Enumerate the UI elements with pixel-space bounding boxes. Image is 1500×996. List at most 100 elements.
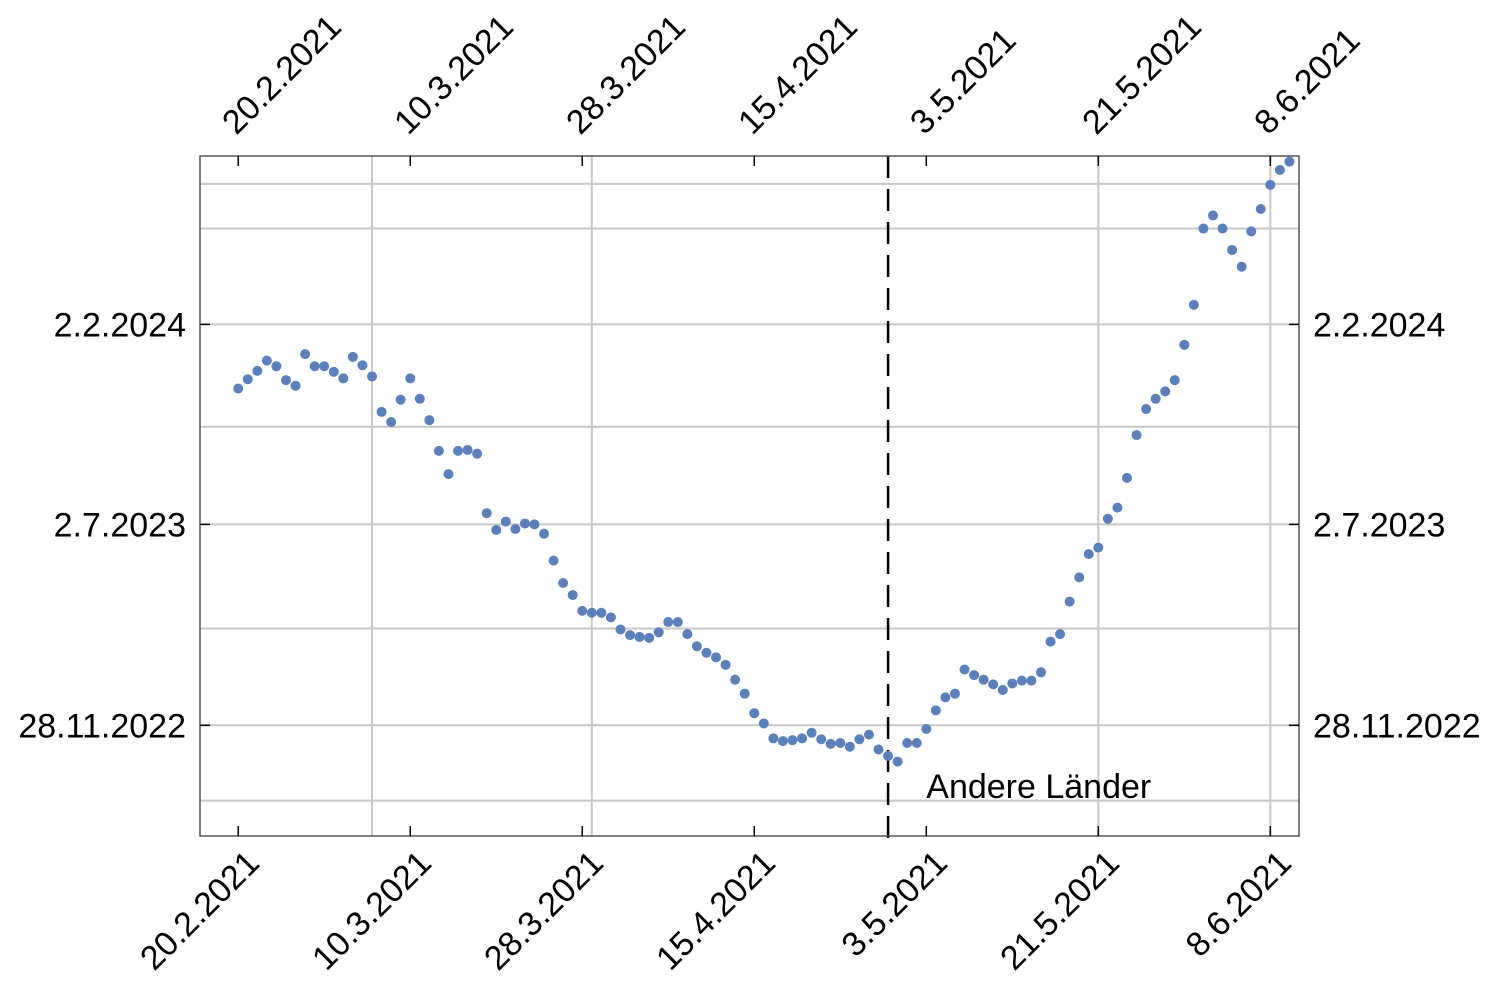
data-point-0-62 xyxy=(825,738,836,749)
data-point-0-92 xyxy=(1112,502,1123,513)
y-tick-label-right-0: 28.11.2022 xyxy=(1313,707,1481,745)
data-point-0-0 xyxy=(233,383,244,394)
data-point-0-73 xyxy=(930,705,941,716)
data-point-0-45 xyxy=(663,617,674,628)
data-point-0-8 xyxy=(309,361,320,372)
data-point-0-76 xyxy=(959,664,970,675)
data-point-0-19 xyxy=(414,393,425,404)
data-point-0-33 xyxy=(548,555,559,566)
data-point-0-68 xyxy=(883,751,894,761)
data-point-0-52 xyxy=(730,674,741,685)
data-point-0-50 xyxy=(711,652,722,663)
data-point-0-104 xyxy=(1227,244,1238,255)
data-point-0-58 xyxy=(787,735,798,746)
data-point-0-90 xyxy=(1093,542,1104,553)
data-point-0-94 xyxy=(1131,430,1142,441)
x-tick-label-top-6: 8.6.2021 xyxy=(1247,21,1367,141)
data-point-0-67 xyxy=(873,744,884,755)
x-tick-label-top-4: 3.5.2021 xyxy=(903,21,1023,141)
data-point-0-102 xyxy=(1207,210,1218,221)
data-point-0-79 xyxy=(988,679,999,690)
y-tick-label-left-0: 28.11.2022 xyxy=(18,707,186,745)
data-point-0-109 xyxy=(1274,164,1285,175)
data-point-0-37 xyxy=(586,607,597,618)
data-point-0-26 xyxy=(481,508,492,519)
data-point-0-6 xyxy=(290,380,301,391)
data-point-0-82 xyxy=(1016,675,1027,686)
data-point-0-103 xyxy=(1217,223,1228,234)
data-point-0-16 xyxy=(386,417,397,428)
data-point-0-47 xyxy=(682,629,693,640)
data-point-0-10 xyxy=(328,366,339,377)
data-point-0-64 xyxy=(844,741,855,752)
data-point-0-84 xyxy=(1035,667,1046,678)
plot-frame xyxy=(199,155,1300,837)
data-point-0-40 xyxy=(615,624,626,635)
data-point-0-55 xyxy=(758,718,769,729)
x-tick-label-top-1: 10.3.2021 xyxy=(387,8,521,142)
y-tick-label-left-1: 2.7.2023 xyxy=(54,506,186,544)
data-point-0-7 xyxy=(300,349,311,360)
data-point-0-13 xyxy=(357,360,368,371)
data-point-0-95 xyxy=(1141,404,1152,415)
y-tick-label-right-1: 2.7.2023 xyxy=(1313,506,1445,544)
data-point-0-5 xyxy=(281,375,292,386)
data-point-0-75 xyxy=(949,688,960,699)
data-point-0-17 xyxy=(395,394,406,405)
data-point-0-80 xyxy=(997,684,1008,695)
data-point-0-89 xyxy=(1083,549,1094,560)
data-point-0-4 xyxy=(271,361,282,372)
data-point-0-101 xyxy=(1198,223,1209,234)
data-point-0-32 xyxy=(539,528,550,539)
data-point-0-36 xyxy=(577,605,588,616)
data-point-0-106 xyxy=(1246,226,1257,237)
y-tick-label-right-2: 2.2.2024 xyxy=(1313,306,1445,344)
data-point-0-87 xyxy=(1064,596,1075,607)
data-point-0-34 xyxy=(558,577,569,588)
x-tick-label-bottom-1: 10.3.2021 xyxy=(305,844,439,978)
data-point-0-59 xyxy=(797,733,808,744)
data-point-0-71 xyxy=(911,737,922,748)
data-point-0-85 xyxy=(1045,636,1056,647)
data-point-0-15 xyxy=(376,406,387,417)
data-point-0-57 xyxy=(777,736,788,747)
x-tick-label-top-3: 15.4.2021 xyxy=(731,8,865,142)
data-point-0-35 xyxy=(567,590,578,601)
data-point-0-63 xyxy=(835,737,846,748)
x-tick-label-bottom-2: 28.3.2021 xyxy=(477,844,611,978)
x-tick-label-bottom-6: 8.6.2021 xyxy=(1178,844,1298,964)
data-point-0-91 xyxy=(1102,513,1113,524)
data-point-0-72 xyxy=(921,724,932,735)
data-point-0-30 xyxy=(519,518,530,529)
data-point-0-98 xyxy=(1169,375,1180,386)
data-point-0-56 xyxy=(768,733,779,744)
data-point-0-77 xyxy=(969,670,980,681)
x-tick-label-bottom-0: 20.2.2021 xyxy=(133,844,267,978)
data-point-0-83 xyxy=(1026,675,1037,686)
data-point-0-74 xyxy=(940,692,951,703)
data-point-0-29 xyxy=(510,524,521,535)
data-point-0-105 xyxy=(1236,261,1247,272)
data-point-0-97 xyxy=(1160,386,1171,397)
data-point-0-93 xyxy=(1121,472,1132,483)
data-point-0-60 xyxy=(806,727,817,738)
data-point-0-11 xyxy=(338,373,349,384)
grid-lines xyxy=(200,156,1299,836)
data-point-0-54 xyxy=(749,708,760,719)
data-point-0-25 xyxy=(472,448,483,459)
data-point-0-49 xyxy=(701,647,712,658)
data-point-0-86 xyxy=(1055,629,1066,640)
data-point-0-1 xyxy=(242,374,253,385)
y-tick-label-left-2: 2.2.2024 xyxy=(54,306,186,344)
data-point-0-14 xyxy=(367,371,378,382)
x-tick-label-top-0: 20.2.2021 xyxy=(215,8,349,142)
data-point-0-100 xyxy=(1188,299,1199,310)
data-point-0-96 xyxy=(1150,393,1161,404)
data-point-0-28 xyxy=(500,516,511,527)
data-point-0-110 xyxy=(1284,156,1295,167)
data-point-0-88 xyxy=(1074,572,1085,583)
data-point-0-21 xyxy=(433,445,444,456)
data-point-0-107 xyxy=(1255,204,1266,215)
data-point-0-108 xyxy=(1265,179,1276,190)
